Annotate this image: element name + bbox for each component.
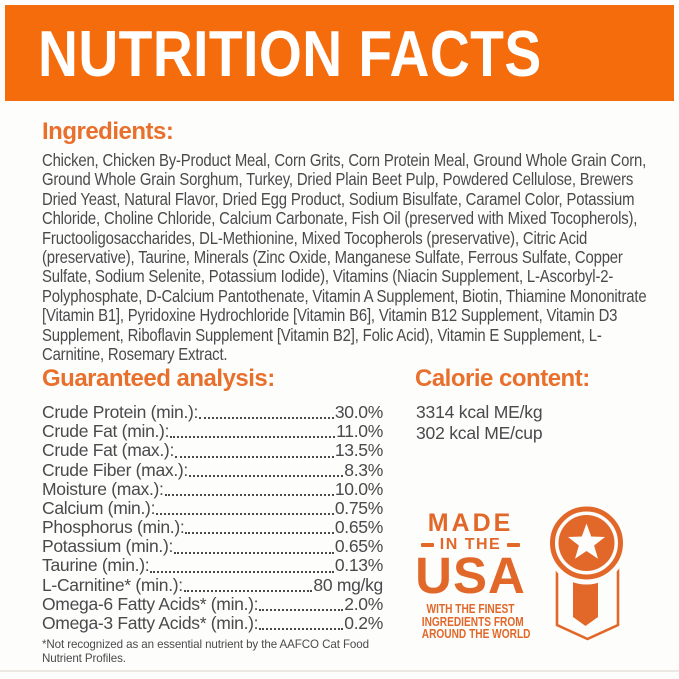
analysis-label: Crude Fat (max.): [42, 440, 175, 461]
analysis-label: Taurine (min.): [42, 555, 150, 576]
dot-leader [164, 493, 334, 496]
analysis-value: 0.2% [344, 613, 383, 634]
badge-made-label: MADE [427, 509, 514, 537]
nutrition-facts-banner: NUTRITION FACTS [5, 5, 674, 101]
analysis-label: Crude Protein (min.): [42, 401, 199, 422]
dot-leader [174, 551, 334, 554]
analysis-row: Omega-3 Fatty Acids* (min.): 0.2% [42, 613, 383, 634]
dash-decoration [420, 543, 434, 547]
analysis-value: 8.3% [344, 459, 383, 480]
calorie-kg-value: 3314 kcal ME/kg [416, 402, 543, 422]
dash-decoration [507, 543, 521, 547]
analysis-value: 10.0% [334, 478, 383, 499]
analysis-row: L-Carnitine* (min.): 80 mg/kg [42, 574, 383, 595]
badge-tagline-line3: AROUND THE WORLD [421, 626, 531, 642]
analysis-row: Crude Protein (min.): 30.0% [42, 401, 383, 422]
badge-tagline: WITH THE FINEST INGREDIENTS FROM AROUND … [421, 601, 531, 642]
analysis-row: Crude Fat (min.): 11.0% [42, 421, 383, 442]
badge-in-the-row: IN THE [408, 536, 533, 553]
analysis-label: Crude Fat (min.): [42, 421, 170, 442]
aafco-footnote: *Not recognized as an essential nutrient… [42, 638, 369, 666]
calorie-cup-value: 302 kcal ME/cup [416, 422, 543, 443]
analysis-label: Phosphorus (min.): [42, 517, 185, 538]
analysis-value: 0.65% [334, 517, 383, 538]
dot-leader [183, 589, 313, 592]
ingredients-heading: Ingredients: [42, 118, 174, 145]
analysis-value: 13.5% [334, 440, 383, 461]
analysis-label: Potassium (min.): [42, 536, 174, 557]
analysis-row: Crude Fiber (max.): 8.3% [42, 459, 383, 480]
badge-tagline-line2: INGREDIENTS FROM [421, 613, 524, 629]
calorie-content-heading: Calorie content: [415, 365, 590, 392]
dot-leader [259, 628, 344, 631]
analysis-label: Omega-6 Fatty Acids* (min.): [42, 593, 259, 614]
analysis-label: L-Carnitine* (min.): [42, 574, 183, 595]
dot-leader [175, 455, 334, 458]
analysis-value: 2.0% [344, 593, 383, 614]
made-in-usa-badge: MADE IN THE USA WITH THE FINEST INGREDIE… [408, 511, 533, 641]
badge-in-the-label: IN THE [439, 536, 502, 553]
dot-leader [199, 417, 334, 420]
badge-usa-label: USA [415, 547, 526, 604]
guaranteed-analysis-list: Crude Protein (min.): 30.0% Crude Fat (m… [42, 401, 383, 634]
analysis-value: 11.0% [336, 421, 383, 442]
analysis-value: 30.0% [334, 401, 383, 422]
bottom-divider [0, 670, 679, 672]
page-title: NUTRITION FACTS [38, 17, 542, 90]
ingredients-text: Chicken, Chicken By-Product Meal, Corn G… [42, 150, 647, 365]
badge-tagline-line1: WITH THE FINEST [426, 601, 515, 616]
analysis-value: 80 mg/kg [313, 574, 383, 595]
analysis-row: Potassium (min.): 0.65% [42, 537, 383, 556]
dot-leader [185, 532, 334, 535]
dot-leader [150, 570, 334, 573]
analysis-row: Moisture (max.): 10.0% [42, 478, 383, 499]
analysis-label: Omega-3 Fatty Acids* (min.): [42, 613, 259, 634]
analysis-row: Phosphorus (min.): 0.65% [42, 517, 383, 538]
dot-leader [170, 436, 336, 439]
analysis-value: 0.13% [334, 555, 383, 576]
analysis-row: Taurine (min.): 0.13% [42, 555, 383, 576]
analysis-label: Calcium (min.): [42, 497, 156, 518]
dot-leader [156, 513, 334, 516]
analysis-label: Moisture (max.): [42, 478, 164, 499]
analysis-value: 0.75% [334, 497, 383, 518]
dot-leader [259, 609, 344, 612]
analysis-row: Calcium (min.): 0.75% [42, 497, 383, 518]
analysis-label: Crude Fiber (max.): [42, 459, 188, 480]
analysis-row: Omega-6 Fatty Acids* (min.): 2.0% [42, 593, 383, 614]
analysis-row: Crude Fat (max.): 13.5% [42, 441, 383, 460]
medal-star-ribbon-icon [545, 501, 628, 641]
dot-leader [189, 474, 344, 477]
analysis-value: 0.65% [334, 536, 383, 557]
calorie-content-values: 3314 kcal ME/kg 302 kcal ME/cup [416, 402, 543, 443]
guaranteed-analysis-heading: Guaranteed analysis: [42, 365, 275, 392]
